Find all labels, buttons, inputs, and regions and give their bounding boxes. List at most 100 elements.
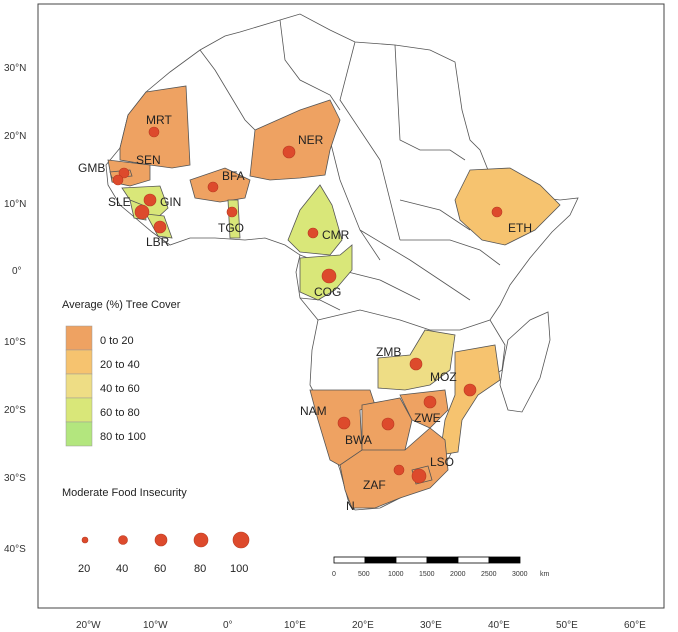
lon-label: 20°E (352, 620, 374, 631)
lon-label: 0° (223, 620, 233, 631)
label-bwa: BWA (345, 433, 372, 447)
label-gin: GIN (160, 195, 181, 209)
legend-dot (232, 531, 250, 549)
label-tgo: TGO (218, 221, 244, 235)
lon-label: 60°E (624, 620, 646, 631)
legend-swatch (65, 349, 93, 375)
scale-tick: 500 (358, 571, 370, 578)
country-ner (249, 99, 341, 181)
scale-tick: 1000 (388, 571, 404, 578)
dot-tgo (226, 206, 238, 218)
lon-label: 50°E (556, 620, 578, 631)
label-gmb: GMB (78, 161, 105, 175)
country-zwe (399, 389, 449, 429)
country-borders (199, 19, 501, 331)
dot-sen (118, 167, 130, 179)
lat-label: 20°N (4, 131, 26, 142)
legend-dot (193, 532, 209, 548)
dot-gin (143, 193, 157, 207)
scale-tick: 3000 (512, 571, 528, 578)
label-cmr: CMR (322, 228, 350, 242)
dot-mrt (148, 126, 160, 138)
label-lso: LSO (430, 455, 454, 469)
dot-cog (321, 268, 337, 284)
scale-unit: km (540, 571, 550, 578)
dot-bfa (207, 181, 219, 193)
label-lbr: LBR (146, 235, 170, 249)
food-insecurity-legend: Moderate Food Insecurity 20 40 60 80 100 (62, 487, 250, 575)
dot-zaf (393, 464, 405, 476)
lat-label: 0° (12, 266, 22, 277)
legend-label: 20 to 40 (100, 359, 140, 371)
dot-sle (134, 204, 150, 220)
dot-gmb (112, 174, 124, 186)
legend-label: 80 to 100 (100, 431, 146, 443)
label-zaf: ZAF (363, 478, 386, 492)
dot-zmb (409, 357, 423, 371)
label-moz: MOZ (430, 370, 457, 384)
label-eth: ETH (508, 221, 532, 235)
legend-value: 80 (194, 563, 206, 575)
label-mrt: MRT (146, 113, 172, 127)
longitude-labels: 20°W 10°W 0° 10°E 20°E 30°E 40°E 50°E 60… (76, 620, 646, 631)
lon-label: 30°E (420, 620, 442, 631)
dot-lbr (153, 220, 167, 234)
legend-value: 60 (154, 563, 166, 575)
legend-dot (81, 536, 89, 544)
legend-swatch (65, 397, 93, 423)
legend-swatch (65, 373, 93, 399)
dot-cmr (307, 227, 319, 239)
food-insecurity-dots (112, 126, 503, 484)
label-nam: NAM (300, 404, 327, 418)
country-labels: MRT SEN GMB SLE GIN LBR BFA TGO NER CMR … (78, 113, 532, 492)
label-bfa: BFA (222, 169, 245, 183)
legend-value: 100 (230, 563, 248, 575)
lon-label: 40°E (488, 620, 510, 631)
food-legend-title: Moderate Food Insecurity (62, 487, 187, 499)
lon-label: 10°W (143, 620, 168, 631)
lon-label: 10°E (284, 620, 306, 631)
dot-nam (337, 416, 351, 430)
lat-label: 10°S (4, 337, 26, 348)
legend-value: 40 (116, 563, 128, 575)
label-cog: COG (314, 285, 341, 299)
country-eth (454, 167, 561, 246)
country-bfa (189, 167, 251, 203)
country-cmr (287, 184, 343, 256)
country-moz (439, 344, 501, 456)
latitude-labels: 30°N 20°N 10°N 0° 10°S 20°S 30°S 40°S (4, 63, 26, 555)
country-zaf (339, 427, 449, 509)
tree-cover-legend: Average (%) Tree Cover 0 to 20 20 to 40 … (62, 299, 181, 447)
legend-swatch (65, 421, 93, 447)
label-ner: NER (298, 133, 324, 147)
lat-label: 10°N (4, 199, 26, 210)
scale-tick: 2500 (481, 571, 497, 578)
scale-tick: 0 (332, 571, 336, 578)
legend-label: 40 to 60 (100, 383, 140, 395)
scale-tick: 1500 (419, 571, 435, 578)
label-zwe: ZWE (414, 411, 441, 425)
map-frame (37, 3, 665, 609)
dot-zwe (423, 395, 437, 409)
dot-moz (463, 383, 477, 397)
dot-bwa (381, 417, 395, 431)
legend-dot (154, 533, 168, 547)
legend-swatch (65, 325, 93, 351)
legend-dot (118, 535, 128, 545)
legend-label: 0 to 20 (100, 335, 134, 347)
north-arrow-icon: N (346, 499, 355, 513)
legend-value: 20 (78, 563, 90, 575)
dot-lso (411, 468, 427, 484)
label-sen: SEN (136, 153, 161, 167)
label-sle: SLE (108, 195, 131, 209)
madagascar-outline (499, 311, 551, 413)
lat-label: 30°S (4, 473, 26, 484)
lat-label: 20°S (4, 405, 26, 416)
dot-ner (282, 145, 296, 159)
scale-bar: 0 500 1000 1500 2000 2500 3000 km (332, 556, 550, 578)
lon-label: 20°W (76, 620, 101, 631)
lat-label: 30°N (4, 63, 26, 74)
label-zmb: ZMB (376, 345, 401, 359)
legend-label: 60 to 80 (100, 407, 140, 419)
